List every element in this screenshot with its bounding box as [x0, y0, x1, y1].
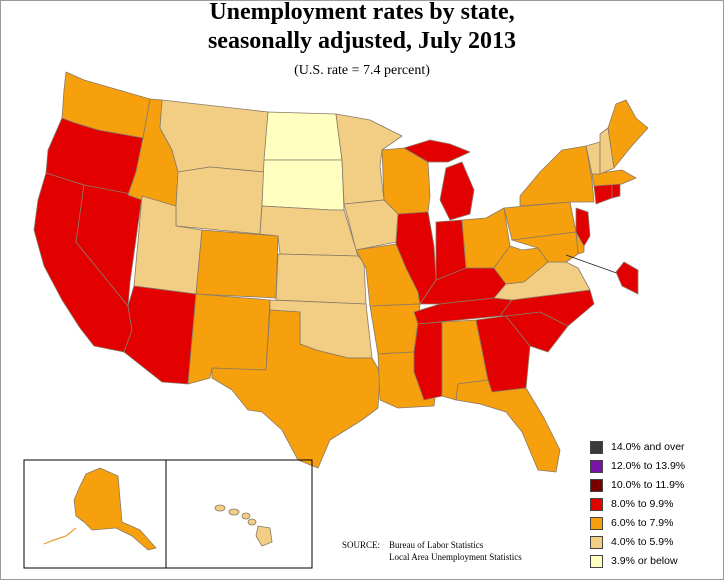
legend-item: 8.0% to 9.9%: [590, 498, 720, 513]
state-new-jersey: [575, 207, 591, 247]
legend-swatch: [590, 555, 603, 568]
state-north-dakota: [263, 111, 343, 161]
title-line-2: seasonally adjusted, July 2013: [207, 28, 517, 54]
map-subtitle: (U.S. rate = 7.4 percent): [294, 63, 430, 78]
state-maine: [607, 99, 649, 169]
dc-callout-line: [565, 254, 626, 277]
source-label: SOURCE:: [342, 540, 381, 550]
legend-label: 3.9% or below: [611, 555, 678, 567]
legend-swatch: [590, 460, 603, 473]
state-montana: [159, 99, 269, 173]
legend-item: 14.0% and over: [590, 441, 720, 456]
state-south-dakota: [261, 159, 345, 211]
state-hawaii: [214, 504, 273, 547]
legend-item: 3.9% or below: [590, 555, 720, 570]
legend-label: 10.0% to 11.9%: [611, 479, 685, 491]
legend-item: 6.0% to 7.9%: [590, 517, 720, 532]
state-florida: [455, 379, 561, 473]
state-rhode-island: [611, 183, 621, 199]
source-note: SOURCE: Bureau of Labor Statistics Local …: [342, 539, 522, 563]
state-colorado: [195, 229, 279, 299]
legend-label: 14.0% and over: [611, 441, 685, 453]
legend-label: 4.0% to 5.9%: [611, 536, 674, 548]
state-connecticut: [593, 183, 613, 205]
legend-label: 6.0% to 7.9%: [611, 517, 674, 529]
state-michigan-upper: [403, 139, 471, 163]
state-michigan: [439, 161, 475, 221]
alaska-aleutian-islands: [43, 527, 77, 545]
legend-label: 12.0% to 13.9%: [611, 460, 686, 472]
legend-swatch: [590, 441, 603, 454]
state-kansas: [275, 253, 367, 305]
inset-frame: [23, 459, 313, 569]
state-arkansas: [369, 303, 421, 355]
state-alaska: [73, 467, 157, 551]
legend-swatch: [590, 479, 603, 492]
legend-swatch: [590, 498, 603, 511]
title-line-1: Unemployment rates by state,: [209, 0, 515, 25]
source-line-2: Local Area Unemployment Statistics: [389, 552, 522, 562]
legend-label: 8.0% to 9.9%: [611, 498, 674, 510]
legend-item: 12.0% to 13.9%: [590, 460, 720, 475]
state-texas: [211, 309, 381, 469]
legend-swatch: [590, 536, 603, 549]
state-minnesota: [335, 113, 403, 205]
state-massachusetts: [591, 169, 637, 187]
legend-swatch: [590, 517, 603, 530]
state-district-of-columbia: [615, 261, 639, 295]
legend-item: 4.0% to 5.9%: [590, 536, 720, 551]
legend-item: 10.0% to 11.9%: [590, 479, 720, 494]
state-new-york: [519, 145, 595, 207]
state-wyoming: [175, 166, 265, 235]
state-arizona: [123, 285, 197, 385]
source-line-1: Bureau of Labor Statistics: [389, 540, 484, 550]
